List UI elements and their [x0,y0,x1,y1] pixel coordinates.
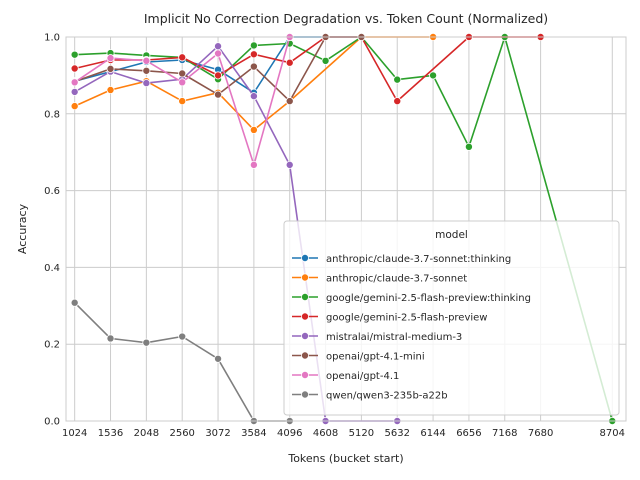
legend-label: qwen/qwen3-235b-a22b [326,390,448,401]
data-point [70,102,79,111]
data-point [429,71,438,80]
legend-swatch-marker [300,351,309,360]
data-point [106,334,115,343]
x-tick-label: 7680 [528,428,553,439]
legend-item: mistralai/mistral-medium-3 [292,332,462,343]
x-tick-label: 1536 [98,428,123,439]
data-point [214,71,223,80]
data-point [178,97,187,106]
legend-item: google/gemini-2.5-flash-preview [292,312,488,323]
legend-item: qwen/qwen3-235b-a22b [292,390,448,401]
x-tick-label: 3072 [205,428,230,439]
legend: model anthropic/claude-3.7-sonnet:thinki… [283,220,620,416]
y-tick-label: 0.4 [44,263,60,274]
x-tick-label: 4608 [313,428,338,439]
x-tick-label: 4096 [277,428,302,439]
data-point [214,354,223,363]
data-point [106,54,115,63]
data-point [178,332,187,341]
x-tick-label: 2048 [134,428,159,439]
x-tick-label: 8704 [600,428,625,439]
data-point [106,85,115,94]
legend-label: mistralai/mistral-medium-3 [326,332,462,343]
legend-swatch-marker [300,273,309,282]
data-point [464,142,473,151]
data-point [178,53,187,62]
legend-item: openai/gpt-4.1-mini [292,351,425,362]
y-tick-label: 0.2 [44,340,60,351]
data-point [249,62,258,71]
data-point [142,338,151,347]
x-tick-label: 2560 [169,428,194,439]
x-tick-label: 7168 [492,428,517,439]
data-point [70,78,79,87]
legend-label: anthropic/claude-3.7-sonnet:thinking [326,254,511,265]
legend-label: google/gemini-2.5-flash-preview [326,312,488,323]
series-line [74,36,614,422]
data-point [285,97,294,106]
y-tick-label: 0.0 [44,417,60,428]
x-tick-label: 5632 [385,428,410,439]
legend-item: anthropic/claude-3.7-sonnet:thinking [292,254,511,265]
chart-title: Implicit No Correction Degradation vs. T… [144,11,548,26]
data-point [70,298,79,307]
y-axis-title: Accuracy [16,203,29,254]
data-point [285,160,294,169]
y-tick-label: 0.8 [44,109,60,120]
legend-items: anthropic/claude-3.7-sonnet:thinking anth… [292,254,531,401]
legend-item: google/gemini-2.5-flash-preview:thinking [292,293,531,304]
data-point [249,92,258,101]
data-point [70,64,79,73]
data-point [214,42,223,51]
series-openai-gpt-4-1 [70,33,294,169]
x-tick-label: 3584 [241,428,266,439]
data-point [249,50,258,59]
data-point [70,50,79,59]
data-point [321,56,330,65]
data-point [106,64,115,73]
x-tick-label: 6656 [456,428,481,439]
data-point [214,90,223,99]
data-point [249,125,258,134]
legend-swatch-marker [300,390,309,399]
legend-label: openai/gpt-4.1 [326,371,399,382]
data-point [142,79,151,88]
data-point [249,160,258,169]
x-tick-label: 6144 [420,428,445,439]
legend-swatch-marker [300,331,309,340]
legend-swatch-marker [300,292,309,301]
x-tick-label: 1024 [62,428,87,439]
data-point [393,75,402,84]
legend-label: openai/gpt-4.1-mini [326,351,425,362]
x-axis-title: Tokens (bucket start) [287,452,403,465]
legend-frame [283,220,620,416]
x-tick-label: 5120 [349,428,374,439]
y-tick-label: 1.0 [44,33,60,44]
legend-item: anthropic/claude-3.7-sonnet [292,273,467,284]
data-point [142,66,151,75]
legend-swatch-marker [300,253,309,262]
legend-swatch-marker [300,370,309,379]
legend-label: google/gemini-2.5-flash-preview:thinking [326,293,531,304]
data-point [214,49,223,58]
y-tick-labels: 0.0 0.2 0.4 0.6 0.8 1.0 [44,33,60,428]
data-point [142,56,151,65]
data-point [70,87,79,96]
x-tick-labels: 1024 1536 2048 2560 3072 3584 4096 4608 5120 5632… [62,428,625,439]
legend-item: openai/gpt-4.1 [292,371,399,382]
legend-label: anthropic/claude-3.7-sonnet [326,273,467,284]
data-point [178,78,187,87]
data-point [393,97,402,106]
legend-swatch-marker [300,312,309,321]
plot-frame [65,36,627,422]
y-tick-label: 0.6 [44,186,60,197]
data-point [285,58,294,67]
data-point [178,69,187,78]
legend-title: model [435,229,468,241]
data-point [249,41,258,50]
